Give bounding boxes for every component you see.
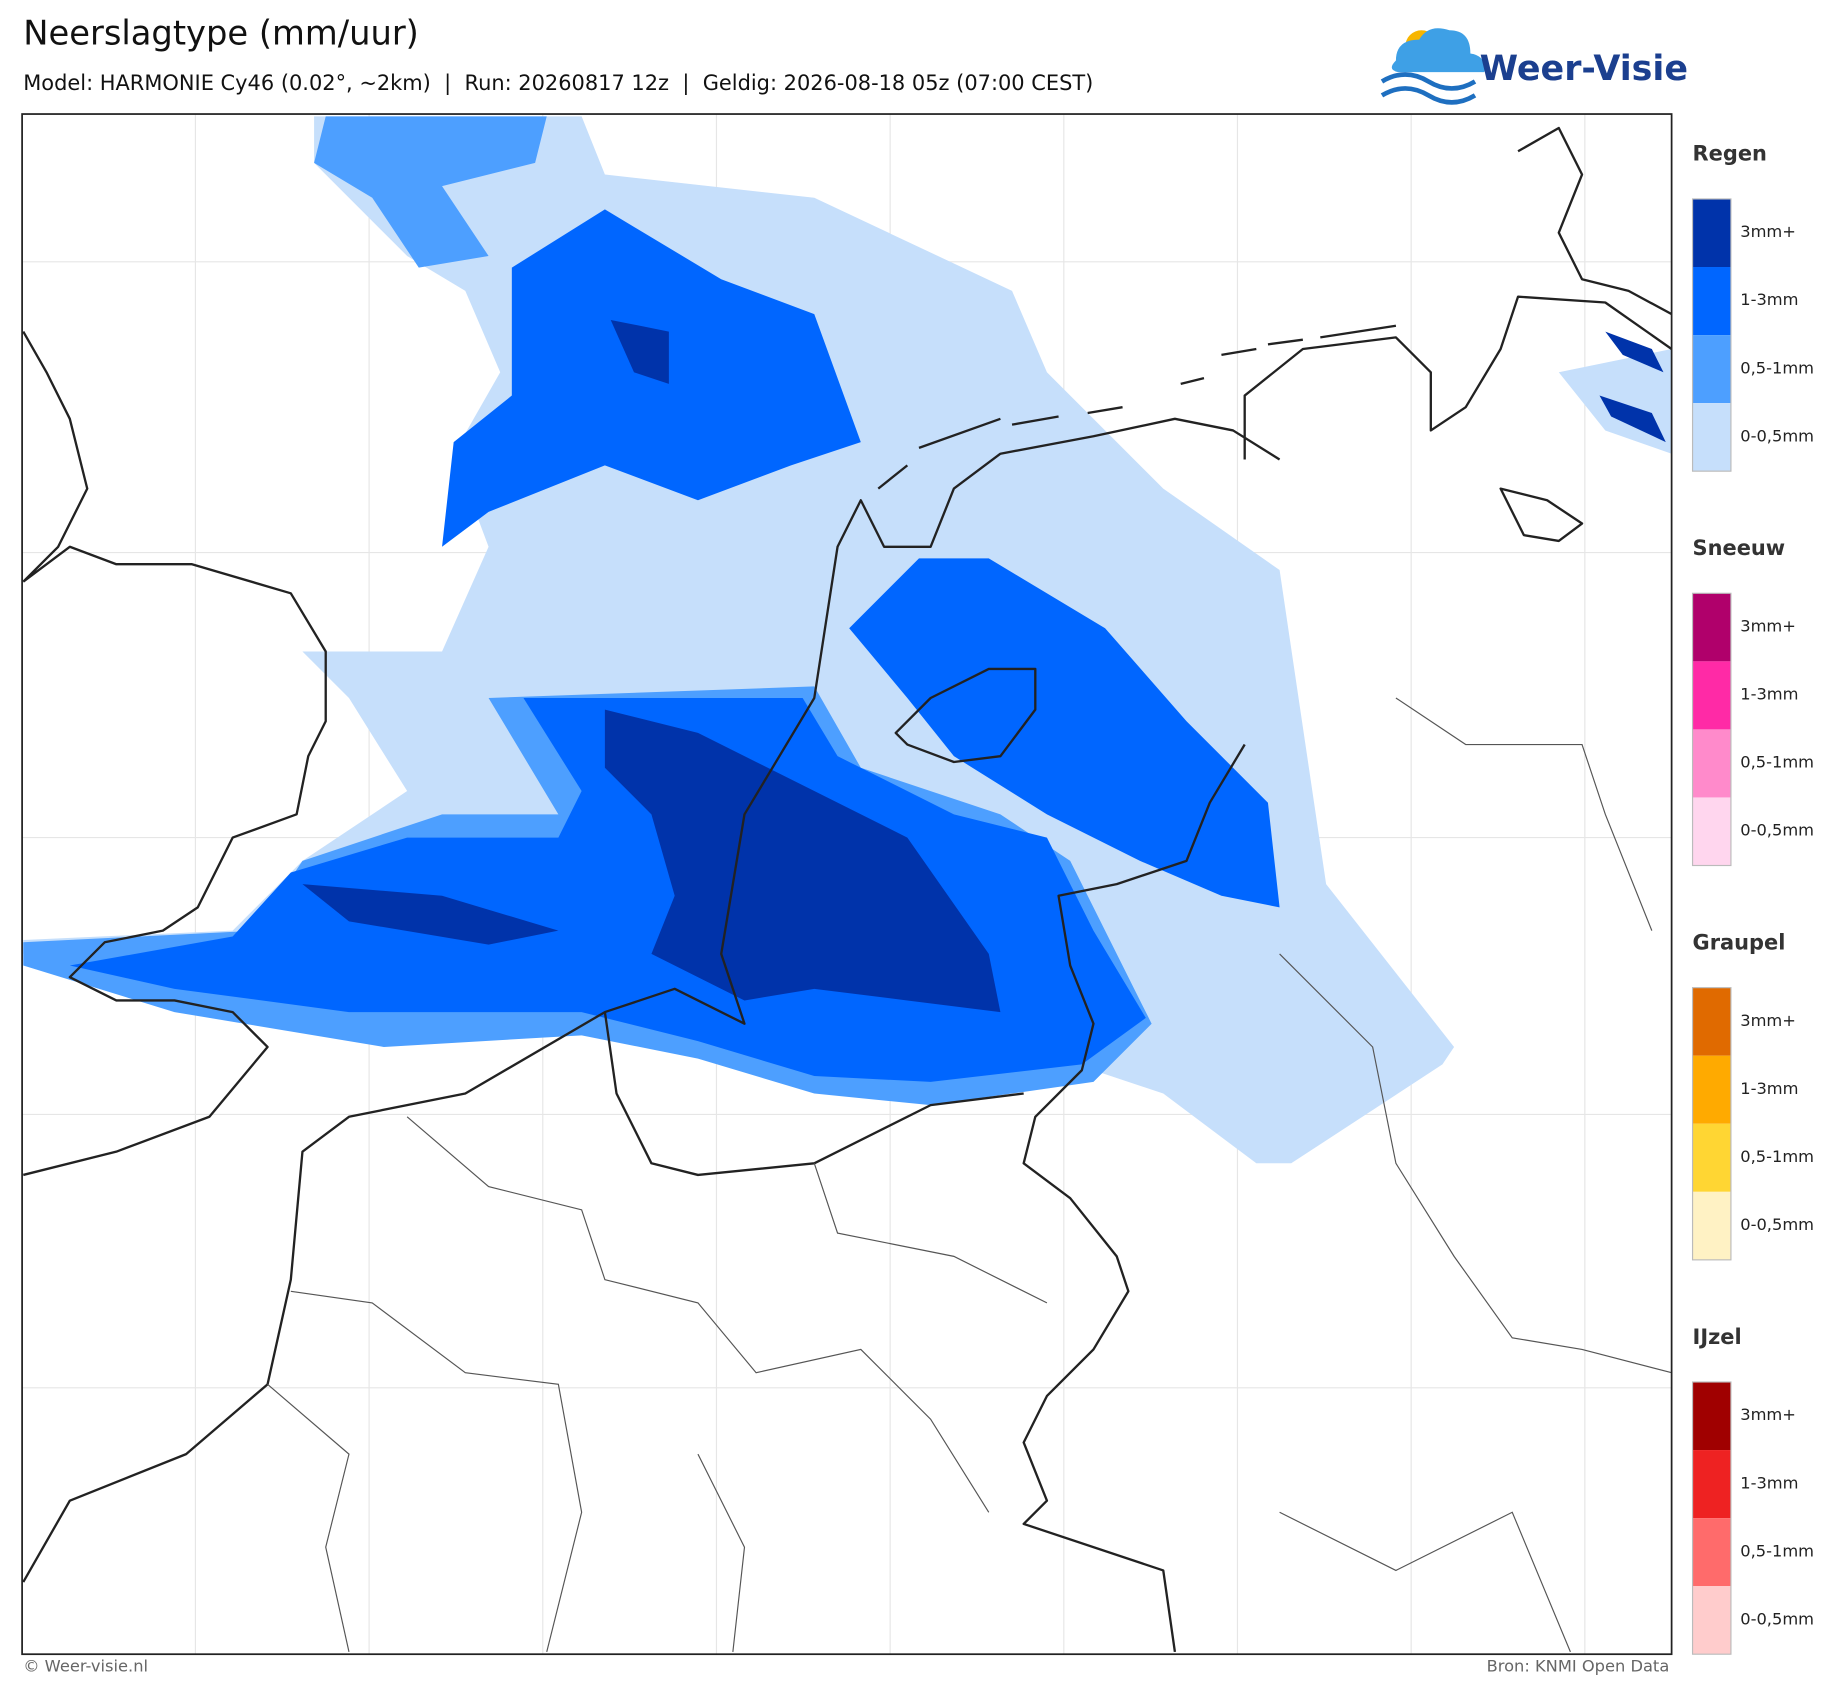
legend-label: 0,5-1mm <box>1740 358 1814 377</box>
legend-swatch-frame <box>1691 1381 1732 1655</box>
legend-swatch <box>1692 987 1731 1056</box>
map <box>22 114 1672 1655</box>
precip-dark <box>610 319 669 384</box>
coastline-uk <box>22 330 327 1177</box>
precip-dark <box>302 884 559 945</box>
legend-swatch <box>1692 403 1731 472</box>
legend-swatch <box>1692 1518 1731 1587</box>
legend-label: 3mm+ <box>1740 1405 1796 1424</box>
title: Neerslagtype (mm/uur) <box>23 13 419 52</box>
precip-dark <box>604 709 1001 1013</box>
legend-swatch <box>1692 1382 1731 1451</box>
coastline-islands <box>877 324 1397 490</box>
precip-medium <box>314 116 547 268</box>
border-nl <box>1022 743 1246 1653</box>
legend-swatch <box>1692 593 1731 662</box>
precip-strong <box>849 558 1280 908</box>
legend-label: 0-0,5mm <box>1740 426 1814 445</box>
legend-label: 0,5-1mm <box>1740 1541 1814 1560</box>
legend-label: 1-3mm <box>1740 290 1798 309</box>
coastline-scandinavia <box>1517 126 1672 316</box>
legend-swatch <box>1692 198 1731 268</box>
legend-label: 0-0,5mm <box>1740 821 1814 840</box>
legend-label: 1-3mm <box>1740 1079 1798 1098</box>
legend-label: 1-3mm <box>1740 685 1798 704</box>
legend-title: Sneeuw <box>1693 536 1786 560</box>
logo-cloud <box>1391 28 1485 73</box>
legend-swatch-frame <box>1691 987 1732 1261</box>
legend-swatch <box>1692 1450 1731 1519</box>
legend-label: 3mm+ <box>1740 222 1796 241</box>
map-frame <box>21 113 1673 1656</box>
legend-label: 1-3mm <box>1740 1473 1798 1492</box>
footer-right: Bron: KNMI Open Data <box>1487 1657 1670 1676</box>
logo-waves <box>1380 72 1477 105</box>
legend-swatch-frame <box>1691 198 1732 472</box>
subtitle: Model: HARMONIE Cy46 (0.02°, ~2km) | Run… <box>23 71 1093 96</box>
precip-dark <box>1599 395 1666 443</box>
legend-swatch <box>1692 1123 1731 1192</box>
legend-swatch <box>1692 729 1731 798</box>
legend-swatch <box>1692 1586 1731 1655</box>
legend-label: 0-0,5mm <box>1740 1609 1814 1628</box>
legend-label: 0,5-1mm <box>1740 1147 1814 1166</box>
legend-label: 3mm+ <box>1740 1011 1796 1030</box>
footer-left: © Weer-visie.nl <box>23 1657 148 1676</box>
border-be <box>603 1011 1024 1177</box>
legend-title: Graupel <box>1693 930 1786 954</box>
legend: Regen 3mm+ 1-3mm 0,5-1mm 0-0,5mm Sneeuw 3mm+ 1-… <box>1691 142 1814 1655</box>
legend-label: 0-0,5mm <box>1740 1215 1814 1234</box>
regional-borders <box>267 697 1672 1653</box>
legend-swatch <box>1692 1055 1731 1124</box>
legend-title: IJzel <box>1693 1325 1742 1349</box>
precip-dark <box>1605 331 1664 373</box>
legend-swatch <box>1692 267 1731 336</box>
ijsselmeer <box>894 667 1037 764</box>
logo-text: Weer-Visie <box>1480 49 1688 89</box>
legend-swatch <box>1692 661 1731 730</box>
legend-swatch <box>1692 1191 1731 1260</box>
legend-swatch <box>1692 797 1731 866</box>
legend-title: Regen <box>1693 142 1767 166</box>
coastline-bornholm <box>1499 487 1584 543</box>
legend-swatch-frame <box>1691 592 1732 867</box>
logo: Weer-Visie <box>1380 28 1688 105</box>
legend-swatch <box>1692 335 1731 404</box>
legend-label: 0,5-1mm <box>1740 753 1814 772</box>
coastline-continent <box>22 295 1672 1583</box>
legend-label: 3mm+ <box>1740 617 1796 636</box>
